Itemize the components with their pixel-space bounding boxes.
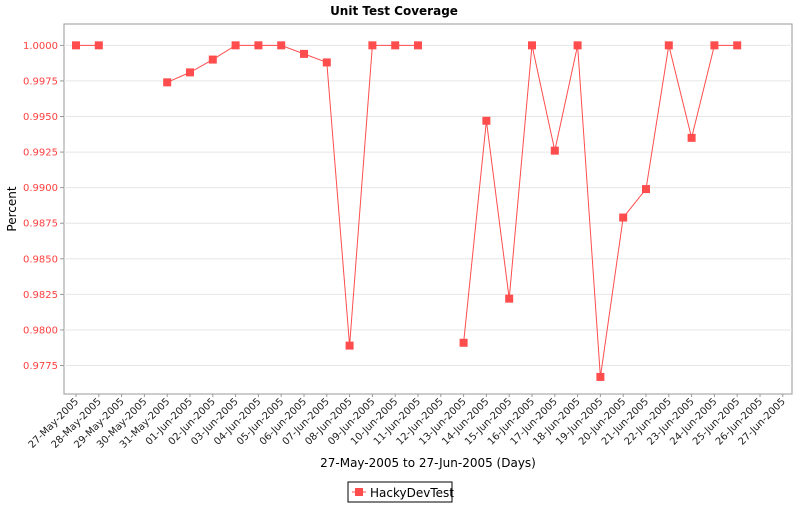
y-axis-label: Percent xyxy=(5,186,19,231)
data-point xyxy=(277,41,286,50)
y-tick-label: 0.9775 xyxy=(23,361,58,372)
chart-title: Unit Test Coverage xyxy=(330,4,458,18)
y-axis-ticks: 1.0000 0.9975 0.9950 0.9925 0.9900 0.9875 0.98… xyxy=(23,41,64,372)
x-axis-label: 27-May-2005 to 27-Jun-2005 (Days) xyxy=(320,456,536,470)
data-point xyxy=(94,41,103,50)
data-point xyxy=(710,41,719,50)
data-point xyxy=(208,55,217,64)
data-point xyxy=(414,41,422,50)
y-tick-label: 0.9875 xyxy=(23,219,58,230)
data-point xyxy=(254,41,263,50)
data-point xyxy=(596,372,605,381)
legend-label: HackyDevTest xyxy=(370,486,454,500)
data-point xyxy=(642,185,650,194)
y-tick-label: 1.0000 xyxy=(23,41,58,52)
data-point xyxy=(664,41,673,50)
y-tick-label: 0.9825 xyxy=(23,290,58,301)
y-tick-label: 0.9850 xyxy=(23,254,58,265)
legend-box xyxy=(347,481,453,503)
data-point xyxy=(322,58,331,67)
y-tick-label: 0.9800 xyxy=(23,325,58,336)
data-point xyxy=(505,294,514,303)
data-point xyxy=(186,68,194,77)
legend-marker xyxy=(355,488,363,496)
data-point xyxy=(231,41,240,50)
plot-area xyxy=(63,23,793,395)
data-point xyxy=(72,41,80,50)
series-layer xyxy=(72,41,742,381)
data-point xyxy=(619,213,628,222)
data-point xyxy=(528,41,536,50)
data-point xyxy=(368,41,377,50)
data-point xyxy=(733,41,742,50)
data-point xyxy=(573,41,582,50)
data-point xyxy=(482,116,491,125)
data-point xyxy=(550,146,559,155)
y-tick-label: 0.9950 xyxy=(23,112,58,123)
data-point xyxy=(345,341,354,350)
data-point xyxy=(459,338,468,347)
data-point xyxy=(687,133,696,142)
data-point xyxy=(391,41,400,50)
x-axis-ticks: 27-May-200528-May-200529-May-200530-May-… xyxy=(27,394,788,451)
legend: HackyDevTest xyxy=(347,481,454,503)
y-tick-label: 0.9925 xyxy=(23,148,58,159)
y-tick-label: 0.9900 xyxy=(23,183,58,194)
y-tick-label: 0.9975 xyxy=(23,76,58,87)
data-point xyxy=(300,49,308,58)
data-point xyxy=(163,78,172,87)
